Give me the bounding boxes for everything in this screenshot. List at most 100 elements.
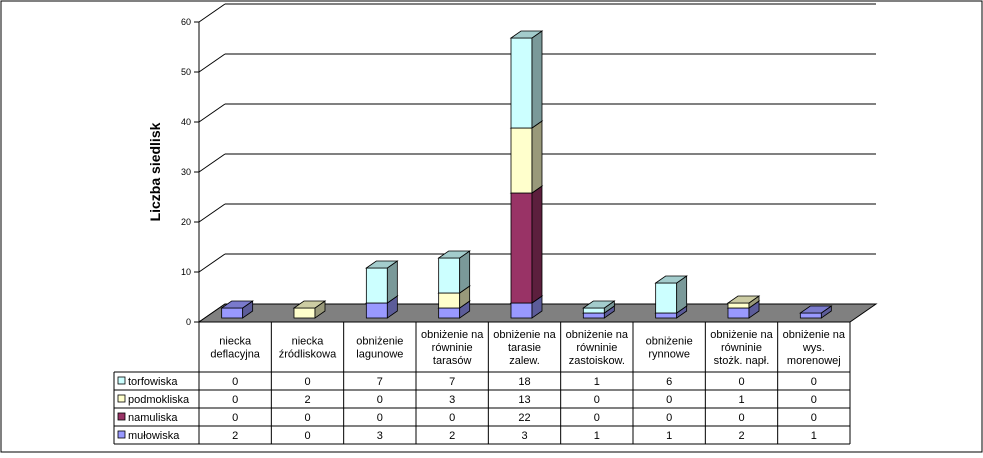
bar-front: [799, 312, 822, 319]
data-cell-value: 3: [521, 430, 527, 442]
data-cell-value: 1: [594, 430, 600, 442]
data-cell-value: 18: [518, 376, 530, 388]
legend-entry: namuliska: [128, 412, 178, 424]
data-cell-value: 2: [232, 430, 238, 442]
data-cell-value: 0: [232, 376, 238, 388]
data-cell-value: 0: [594, 412, 600, 424]
category-label: obniżenie na równinie tarasów: [421, 329, 484, 367]
data-cell-value: 0: [449, 412, 455, 424]
category-label-line: obniżenie na: [783, 329, 846, 341]
bar-front: [655, 312, 678, 319]
bar-top: [799, 305, 833, 314]
bar-segment: [799, 305, 833, 319]
y-tick-label: 60: [181, 17, 191, 27]
bar-front: [582, 312, 605, 319]
y-tick-label: 0: [186, 317, 191, 327]
bar-top: [292, 300, 327, 309]
bar-segment: [220, 300, 254, 319]
category-label-line: rynnowe: [648, 349, 690, 361]
bar-front: [510, 302, 533, 319]
category-label-line: obniżenie na: [710, 329, 773, 341]
data-cell-value: 2: [304, 394, 310, 406]
category-label-line: deflacyjna: [210, 349, 260, 361]
legend-entry: mułowiska: [128, 430, 180, 442]
data-cell-value: 0: [232, 394, 238, 406]
category-label-line: zastoiskow.: [569, 355, 625, 367]
bar-front: [365, 267, 388, 304]
data-cell-value: 7: [449, 376, 455, 388]
data-cell-value: 0: [666, 412, 672, 424]
bar-front: [438, 257, 461, 294]
category-label-line: równinie: [432, 342, 473, 354]
category-label: niecka źródliskowa: [279, 336, 337, 361]
data-cell-value: 0: [304, 376, 310, 388]
data-cell-value: 1: [594, 376, 600, 388]
category-label: obniżenie rynnowe: [646, 336, 693, 361]
gridline-diagonal: [198, 103, 226, 123]
bar-top: [726, 295, 761, 304]
data-cell-value: 22: [518, 412, 530, 424]
gridline-diagonal: [198, 53, 226, 73]
bar-segment: [582, 300, 616, 314]
category-label-line: równinie: [576, 342, 617, 354]
category-label-line: morenowej: [787, 355, 841, 367]
category-label-line: tarasów: [433, 355, 472, 367]
data-cell-value: 3: [449, 394, 455, 406]
legend-swatch: [117, 394, 126, 403]
legend-entry: podmokliska: [128, 394, 190, 406]
category-label-line: obniżenie: [356, 336, 403, 348]
bar-front: [510, 192, 533, 304]
bar-front: [727, 302, 750, 309]
gridline-diagonal: [198, 3, 226, 23]
data-cell-value: 2: [449, 430, 455, 442]
data-cell-value: 7: [377, 376, 383, 388]
category-label-line: obniżenie: [646, 336, 693, 348]
data-cell-value: 6: [666, 376, 672, 388]
y-tick-label: 10: [181, 267, 191, 277]
category-label-line: obniżenie na: [421, 329, 484, 341]
bar-front: [655, 282, 678, 314]
bar-segment: [437, 250, 471, 294]
bar-segment: [292, 300, 327, 319]
data-cell-value: 0: [738, 376, 744, 388]
data-cell-value: 1: [738, 394, 744, 406]
data-cell-value: 0: [811, 394, 817, 406]
category-label: obniżenie na tarasie zalew.: [493, 329, 556, 367]
data-cell-value: 0: [304, 430, 310, 442]
bar-segment: [726, 295, 761, 309]
data-cell-value: 0: [738, 412, 744, 424]
category-label-line: obniżenie na: [566, 329, 629, 341]
y-tick-label: 50: [181, 67, 191, 77]
bar-segment: [509, 30, 544, 129]
y-tick-label: 40: [181, 117, 191, 127]
data-cell-value: 0: [232, 412, 238, 424]
data-cell-value: 1: [811, 430, 817, 442]
bar-top: [509, 30, 544, 39]
bar-front: [293, 307, 316, 319]
bar-front: [221, 307, 244, 319]
bar-segment: [509, 120, 544, 194]
bar-top: [582, 300, 616, 309]
legend-swatch: [117, 376, 126, 385]
bar-segment: [365, 260, 399, 304]
data-cell-value: 2: [738, 430, 744, 442]
bar-front: [510, 127, 533, 194]
gridline-diagonal: [198, 253, 226, 273]
bar-segment: [509, 185, 544, 304]
bar-top: [220, 300, 254, 309]
data-cell-value: 0: [666, 394, 672, 406]
category-label: obniżenie lagunowe: [356, 336, 403, 361]
bar-side: [531, 185, 543, 304]
category-label-line: źródliskowa: [279, 349, 337, 361]
data-cell-value: 0: [304, 412, 310, 424]
category-label: obniżenie na wys. morenowej: [783, 329, 846, 367]
bar-front: [510, 37, 533, 129]
category-label-line: obniżenie na: [493, 329, 556, 341]
bar-top: [437, 250, 471, 259]
category-label-line: niecka: [292, 336, 325, 348]
category-label-line: lagunowe: [356, 349, 403, 361]
category-label: niecka deflacyjna: [210, 336, 260, 361]
data-cell-value: 13: [518, 394, 530, 406]
